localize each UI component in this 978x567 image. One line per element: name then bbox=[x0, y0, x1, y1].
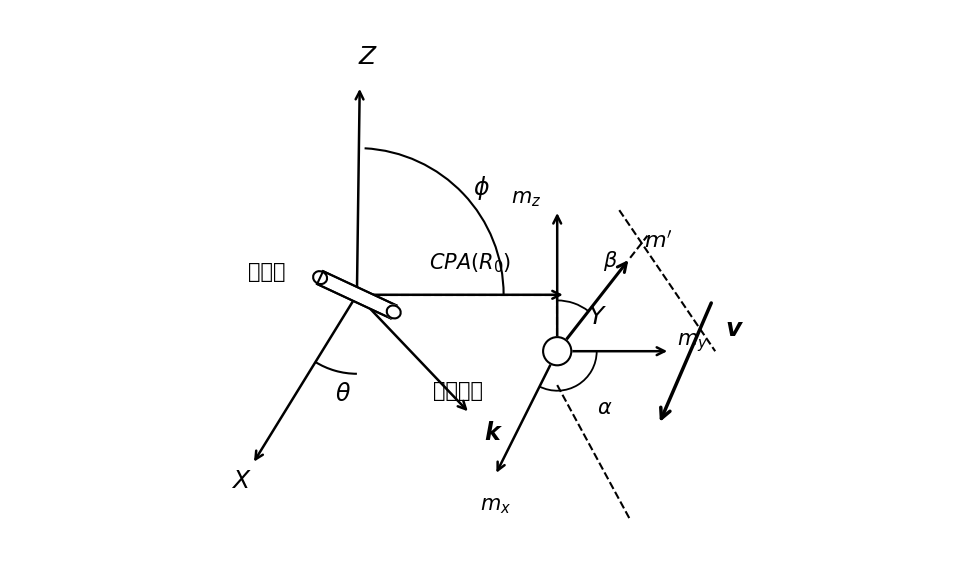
Circle shape bbox=[543, 337, 571, 365]
Text: $\theta$: $\theta$ bbox=[334, 382, 350, 405]
Text: $X$: $X$ bbox=[231, 469, 251, 493]
Text: 磁偶极子: 磁偶极子 bbox=[433, 380, 483, 401]
Ellipse shape bbox=[386, 306, 400, 319]
Text: $\boldsymbol{k}$: $\boldsymbol{k}$ bbox=[483, 421, 503, 445]
Text: $\beta$: $\beta$ bbox=[602, 249, 617, 273]
Text: $Z$: $Z$ bbox=[358, 45, 378, 69]
Ellipse shape bbox=[313, 271, 327, 284]
Text: $\alpha$: $\alpha$ bbox=[597, 397, 612, 418]
Text: $m_x$: $m_x$ bbox=[479, 496, 511, 517]
Text: $\boldsymbol{v}$: $\boldsymbol{v}$ bbox=[725, 316, 743, 341]
Text: $\phi$: $\phi$ bbox=[472, 174, 489, 202]
Text: 传感器: 传感器 bbox=[247, 262, 286, 282]
Text: $m_y$: $m_y$ bbox=[677, 331, 707, 354]
Text: $CPA(R_0)$: $CPA(R_0)$ bbox=[428, 251, 511, 275]
Text: $m_z$: $m_z$ bbox=[511, 189, 541, 209]
Text: $\boldsymbol{m'}$: $\boldsymbol{m'}$ bbox=[644, 230, 672, 252]
Text: $Y$: $Y$ bbox=[588, 306, 606, 329]
Polygon shape bbox=[317, 271, 396, 319]
